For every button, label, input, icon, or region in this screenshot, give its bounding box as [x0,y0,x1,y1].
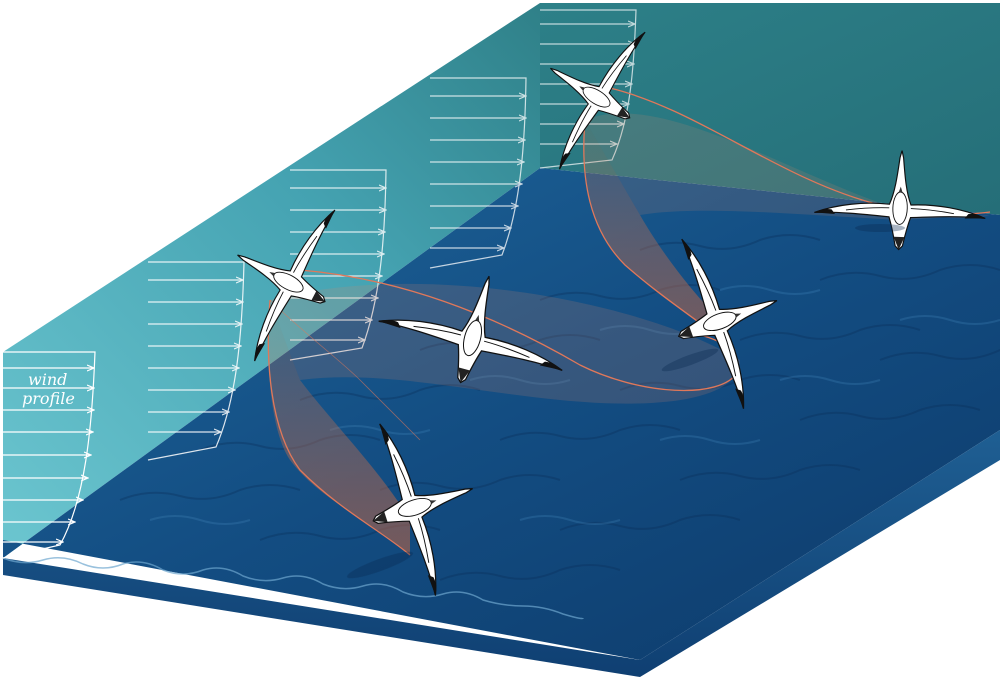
wind-profile-4 [429,77,526,269]
wind-profile-1 [2,351,96,559]
wind-label-line1: wind [28,370,67,389]
ocean-surface [3,168,1000,660]
wind-label-line2: profile [22,389,75,408]
wind-profile-2 [147,261,245,461]
bird-shadows [347,224,905,579]
ocean-front-wave-edge [2,557,584,620]
trajectory-curve-1 [267,299,411,556]
back-wall [540,3,1000,215]
